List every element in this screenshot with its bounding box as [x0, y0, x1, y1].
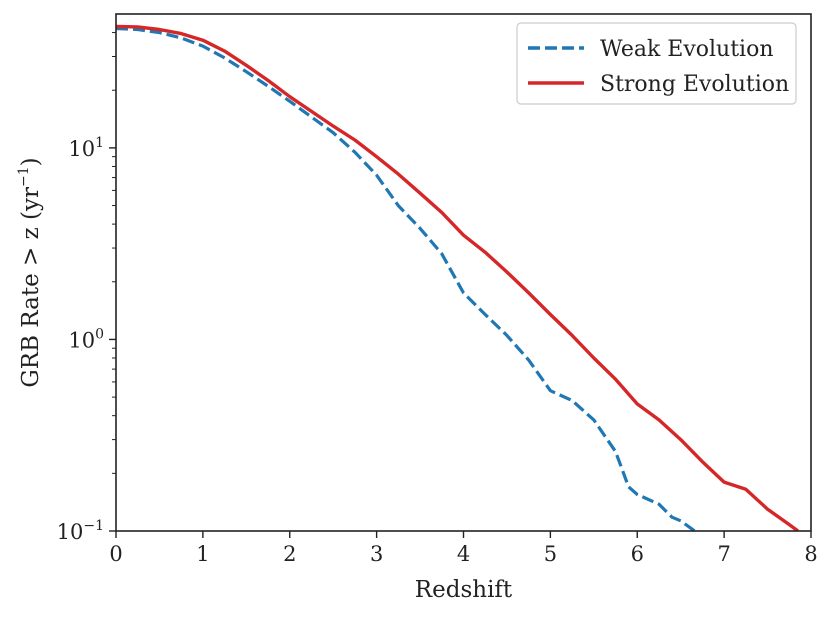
y-axis-label-close: )	[18, 157, 44, 166]
y-tick-label-2: 101	[68, 135, 104, 161]
x-tick-label-7: 7	[717, 542, 730, 566]
y-axis-label-main: GRB Rate > z (yr	[18, 187, 44, 388]
y-axis-label-exponent: −1	[16, 166, 32, 187]
x-tick-label-6: 6	[631, 542, 644, 566]
x-tick-label-8: 8	[804, 542, 817, 566]
y-axis-label: GRB Rate > z (yr−1)	[16, 157, 44, 387]
y-tick-label-0: 10−1	[57, 518, 104, 544]
series-layer	[116, 24, 800, 531]
x-axis-label: Redshift	[415, 577, 513, 603]
x-tick-label-0: 0	[109, 542, 122, 566]
legend-box	[516, 22, 797, 105]
series-line-strong-evolution	[116, 24, 800, 531]
legend-label-strong-evolution: Strong Evolution	[600, 72, 789, 97]
x-tick-label-3: 3	[370, 542, 383, 566]
x-tick-label-2: 2	[283, 542, 296, 566]
ticks-layer: 0 1 2 3 4 5 6 7 8 10−1 100 101	[57, 32, 818, 566]
y-tick-label-1: 100	[68, 326, 104, 352]
plot-frame	[115, 13, 812, 532]
x-tick-label-1: 1	[196, 542, 209, 566]
x-tick-label-4: 4	[457, 542, 470, 566]
legend: Weak Evolution Strong Evolution	[516, 22, 797, 105]
series-line-weak-evolution	[116, 26, 696, 531]
x-tick-label-5: 5	[544, 542, 557, 566]
legend-label-weak-evolution: Weak Evolution	[600, 37, 774, 62]
